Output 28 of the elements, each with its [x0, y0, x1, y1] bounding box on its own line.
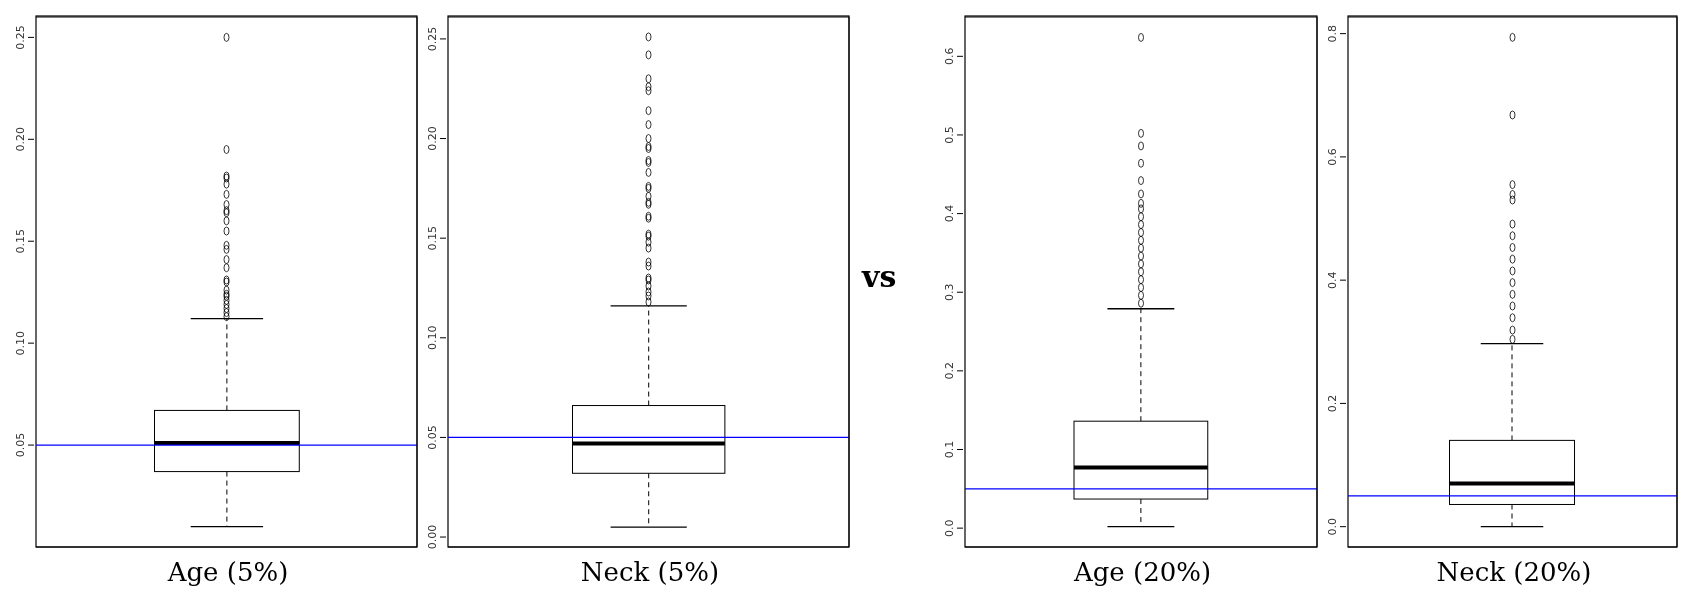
y-tick-label: 0.2	[943, 362, 956, 380]
y-tick-label: 0.5	[943, 126, 956, 144]
x-axis-title: Neck (20%)	[1435, 557, 1593, 587]
y-tick-label: 0.8	[1326, 24, 1339, 43]
y-tick-label: 0.2	[1326, 394, 1339, 413]
y-tick-label: 0.4	[943, 204, 956, 223]
y-tick-label: 0.25	[14, 25, 27, 50]
y-tick-label: 0.00	[426, 524, 439, 550]
y-tick-label: 0.15	[426, 225, 439, 251]
y-tick-label: 0.10	[426, 325, 439, 351]
x-axis-title: Neck (5%)	[579, 557, 721, 587]
y-tick-label: 0.0	[943, 519, 956, 537]
y-tick-label: 0.20	[14, 127, 27, 152]
y-tick-label: 0.25	[426, 26, 439, 52]
y-tick-label: 0.0	[1326, 517, 1339, 536]
x-axis-title: Age (20%)	[1072, 557, 1213, 587]
y-tick-label: 0.05	[426, 425, 439, 450]
y-tick-label: 0.6	[1326, 148, 1339, 166]
x-axis-title: Age (5%)	[166, 557, 290, 587]
y-tick-label: 0.1	[943, 440, 956, 459]
y-tick-label: 0.3	[943, 283, 956, 301]
y-tick-label: 0.15	[14, 228, 27, 254]
y-tick-label: 0.10	[14, 330, 27, 356]
y-tick-label: 0.05	[14, 432, 27, 458]
y-tick-label: 0.4	[1326, 271, 1339, 289]
y-tick-label: 0.6	[943, 47, 956, 66]
text: vs	[862, 258, 897, 294]
y-tick-label: 0.20	[426, 126, 439, 151]
